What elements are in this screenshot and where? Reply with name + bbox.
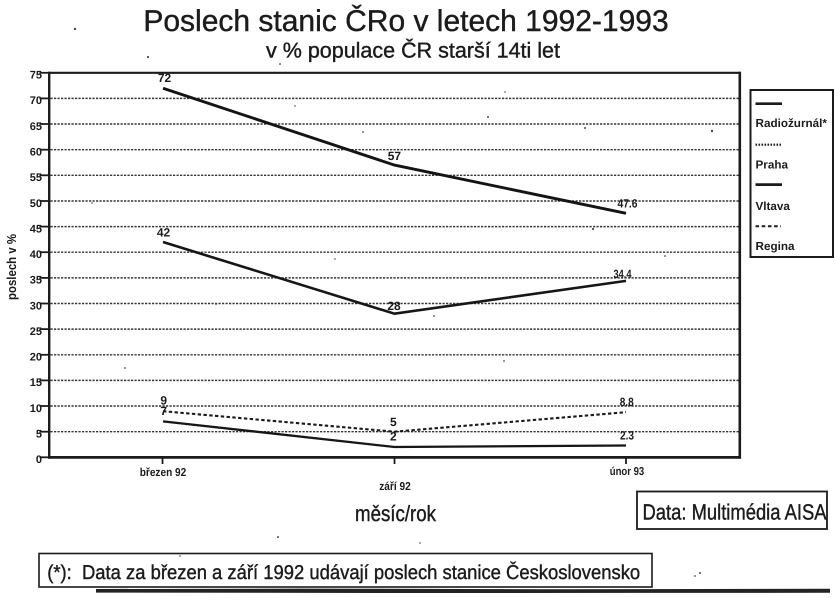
svg-text:Regina: Regina [756,240,795,253]
svg-text:40: 40 [30,249,42,261]
svg-text:50: 50 [30,198,42,210]
svg-text:8.8: 8.8 [620,395,634,409]
svg-text:2.3: 2.3 [620,429,634,443]
svg-text:5: 5 [390,415,397,429]
svg-text:Vltava: Vltava [756,200,791,213]
svg-text:42: 42 [157,226,171,240]
svg-text:Poslech stanic ČRo v letech 19: Poslech stanic ČRo v letech 1992-1993 [143,4,668,38]
svg-text:v % populace ČR starší 14ti le: v % populace ČR starší 14ti let [266,39,560,63]
svg-text:7: 7 [160,404,167,418]
svg-text:Data: Multimédia AISA: Data: Multimédia AISA [643,500,827,525]
svg-text:28: 28 [387,299,401,313]
svg-text:45: 45 [30,223,42,235]
svg-text:březen 92: březen 92 [140,467,187,479]
svg-text:Radiožurnál*: Radiožurnál* [756,117,828,130]
svg-text:20: 20 [30,352,42,364]
svg-text:70: 70 [30,95,42,107]
svg-text:únor 93: únor 93 [610,466,645,478]
svg-text:2: 2 [390,429,397,443]
svg-text:60: 60 [30,147,42,159]
svg-text:35: 35 [30,275,42,287]
svg-text:10: 10 [30,403,42,415]
svg-text:47.6: 47.6 [618,197,638,211]
svg-text:měsíc/rok: měsíc/rok [355,501,437,526]
svg-text:Praha: Praha [756,159,789,172]
svg-text:72: 72 [158,71,172,85]
svg-text:55: 55 [30,172,42,184]
svg-text:poslech v %: poslech v % [4,234,19,300]
svg-text:75: 75 [30,70,42,82]
svg-text:září 92: září 92 [379,481,411,493]
svg-text:57: 57 [388,149,402,163]
svg-text:9: 9 [160,393,167,407]
svg-text:25: 25 [30,326,42,338]
svg-text:30: 30 [30,300,42,312]
svg-text:15: 15 [30,377,42,389]
svg-text:0: 0 [36,454,42,466]
svg-text:34.4: 34.4 [614,267,632,281]
svg-text:65: 65 [30,121,42,133]
svg-text:5: 5 [36,429,42,441]
svg-text:(*): Data za březen a září 19: (*): Data za březen a září 1992 udávají … [47,561,640,584]
